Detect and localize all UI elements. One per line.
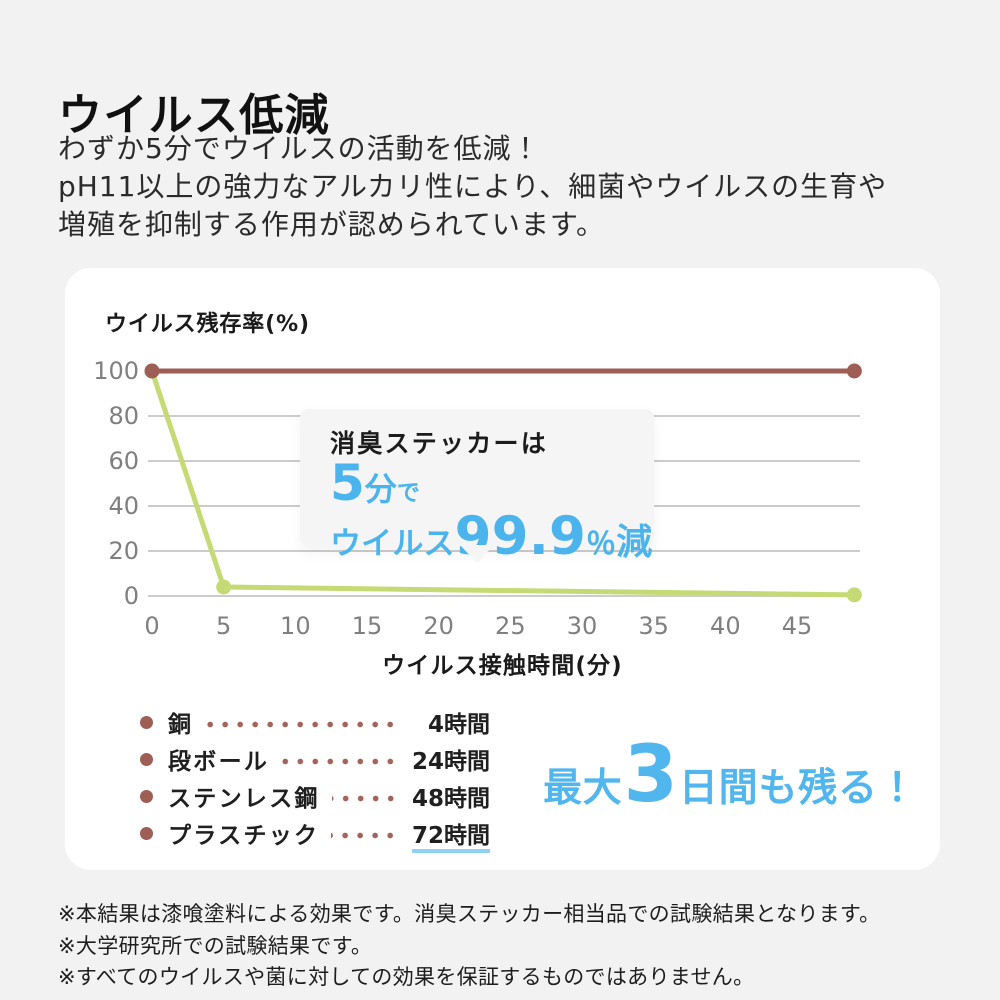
svg-text:5: 5 bbox=[216, 612, 231, 640]
chart-x-axis-label: ウイルス接触時間(分) bbox=[382, 653, 623, 679]
legend-label: 銅 bbox=[168, 712, 194, 738]
callout-line-minutes: 5分で bbox=[330, 458, 654, 508]
chart-card: ウイルス残存率(%) 0 20 40 60 80 100 0 5 10 15 20 25 30 35 40 4… bbox=[65, 268, 940, 870]
callout-big-number: 5 bbox=[330, 454, 365, 512]
svg-text:40: 40 bbox=[710, 612, 741, 640]
chart-callout-bubble: 消臭ステッカーは 5分で ウイルス99.9％減 bbox=[300, 409, 654, 563]
svg-text:45: 45 bbox=[782, 612, 813, 640]
highlight-prefix: 最大 bbox=[543, 766, 623, 811]
svg-text:40: 40 bbox=[108, 492, 139, 520]
dotted-leader-icon bbox=[331, 831, 398, 839]
max-duration-highlight: 最大 3 日間も残る！ bbox=[543, 736, 943, 814]
legend-label: プラスチック bbox=[168, 823, 320, 849]
svg-text:0: 0 bbox=[124, 582, 139, 610]
callout-percent-number: 99.9 bbox=[454, 506, 587, 567]
chart-y-axis-title: ウイルス残存率(%) bbox=[105, 312, 310, 337]
svg-text:20: 20 bbox=[423, 612, 454, 640]
legend-row-cardboard: 段ボール 24時間 bbox=[140, 745, 490, 775]
svg-text:15: 15 bbox=[352, 612, 383, 640]
highlight-suffix: 日間も残る！ bbox=[678, 766, 918, 811]
callout-line-reduction: ウイルス99.9％減 bbox=[330, 510, 654, 563]
footnote-line: ※本結果は漆喰塗料による効果です。消臭ステッカー相当品での試験結果となります。 bbox=[58, 902, 881, 926]
intro-line: わずか5分でウイルスの活動を低減！ bbox=[58, 132, 541, 165]
dotted-leader-icon bbox=[331, 794, 398, 802]
footnote-line: ※すべてのウイルスや菌に対しての効果を保証するものではありません。 bbox=[58, 965, 755, 989]
svg-text:25: 25 bbox=[495, 612, 526, 640]
legend-bullet-icon bbox=[140, 789, 153, 803]
svg-text:20: 20 bbox=[108, 537, 139, 565]
svg-text:0: 0 bbox=[144, 612, 159, 640]
svg-text:30: 30 bbox=[567, 612, 598, 640]
legend-row-stainless: ステンレス鋼 48時間 bbox=[140, 782, 490, 812]
svg-text:10: 10 bbox=[280, 612, 311, 640]
legend-bullet-icon bbox=[140, 826, 153, 840]
legend-value: 24時間 bbox=[411, 749, 490, 775]
legend-value: 48時間 bbox=[411, 786, 490, 812]
material-duration-legend: 銅 4時間 段ボール 24時間 ステンレス鋼 48時間 プラスチック 72時間 bbox=[140, 708, 490, 856]
intro-paragraph: わずか5分でウイルスの活動を低減！ pH11以上の強力なアルカリ性により、細菌や… bbox=[58, 130, 887, 244]
dotted-leader-icon bbox=[205, 720, 398, 728]
legend-value: 72時間 bbox=[406, 816, 490, 853]
legend-label: 段ボール bbox=[168, 749, 270, 775]
callout-virus-text: ウイルス bbox=[330, 526, 455, 562]
svg-text:100: 100 bbox=[93, 357, 139, 385]
svg-text:80: 80 bbox=[108, 402, 139, 430]
intro-line: pH11以上の強力なアルカリ性により、細菌やウイルスの生育や bbox=[58, 170, 888, 203]
legend-bullet-icon bbox=[140, 752, 153, 766]
page-title: ウイルス低減 bbox=[58, 90, 330, 142]
legend-row-copper: 銅 4時間 bbox=[140, 708, 490, 738]
svg-text:35: 35 bbox=[638, 612, 669, 640]
callout-minute-unit: 分 bbox=[364, 470, 397, 508]
footnote-line: ※大学研究所での試験結果です。 bbox=[58, 933, 373, 958]
intro-line: 増殖を抑制する作用が認められています。 bbox=[58, 208, 605, 241]
dotted-leader-icon bbox=[281, 757, 398, 765]
svg-text:60: 60 bbox=[108, 447, 139, 475]
legend-row-plastic: プラスチック 72時間 bbox=[140, 816, 490, 853]
footnotes: ※本結果は漆喰塗料による効果です。消臭ステッカー相当品での試験結果となります。 … bbox=[58, 899, 880, 994]
highlight-big-number: 3 bbox=[623, 730, 678, 820]
legend-value: 4時間 bbox=[427, 712, 490, 738]
callout-particle: で bbox=[396, 480, 420, 506]
callout-heading: 消臭ステッカーは bbox=[330, 429, 549, 458]
callout-percent-sign: ％ bbox=[586, 527, 617, 562]
legend-bullet-icon bbox=[140, 715, 153, 729]
callout-reduction-text: 減 bbox=[616, 522, 653, 563]
legend-label: ステンレス鋼 bbox=[168, 786, 320, 812]
